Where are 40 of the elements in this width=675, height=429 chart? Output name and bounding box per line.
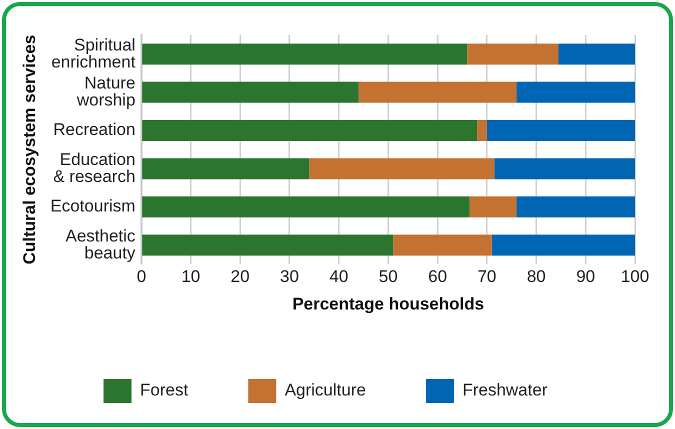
x-axis-title: Percentage households xyxy=(292,294,484,314)
bar xyxy=(470,196,517,218)
x-tick-label: 90 xyxy=(576,267,596,286)
bar xyxy=(142,82,359,103)
x-tick-label: 20 xyxy=(230,267,250,286)
y-tick-label: Recreation xyxy=(53,120,136,140)
bar xyxy=(516,196,635,218)
bar xyxy=(142,44,468,65)
bar xyxy=(477,120,487,142)
x-tick-label: 80 xyxy=(526,267,546,286)
legend-label: Agriculture xyxy=(284,380,366,400)
bar xyxy=(358,82,517,103)
bar xyxy=(494,158,635,180)
bar xyxy=(142,158,310,180)
legend-label: Freshwater xyxy=(462,380,548,400)
bar xyxy=(393,234,492,256)
x-tick-label: 30 xyxy=(280,267,299,286)
x-tick-label: 100 xyxy=(620,267,650,286)
x-tick-label: 70 xyxy=(477,267,496,286)
bar xyxy=(142,234,394,256)
x-tick-label: 50 xyxy=(378,267,398,286)
bar xyxy=(516,82,635,103)
bar xyxy=(142,120,478,142)
bar xyxy=(558,44,635,65)
y-tick-label: Education & research xyxy=(53,150,136,186)
x-tick-label: 10 xyxy=(181,267,200,286)
bar xyxy=(309,158,494,180)
bar xyxy=(142,196,470,218)
y-tick-label: Aesthetic beauty xyxy=(65,226,136,262)
y-tick-label: Ecotourism xyxy=(50,196,136,216)
x-tick-label: 60 xyxy=(428,267,448,286)
legend-label: Forest xyxy=(140,380,188,400)
bar xyxy=(486,120,635,142)
bar xyxy=(492,234,635,256)
x-tick-label: 0 xyxy=(136,267,146,286)
y-axis-title: Cultural ecosystem services xyxy=(20,34,39,264)
y-tick-label: Nature worship xyxy=(76,73,136,110)
y-tick-label: Spiritual enrichment xyxy=(51,35,136,72)
bar xyxy=(467,44,558,65)
x-tick-label: 40 xyxy=(329,267,348,286)
